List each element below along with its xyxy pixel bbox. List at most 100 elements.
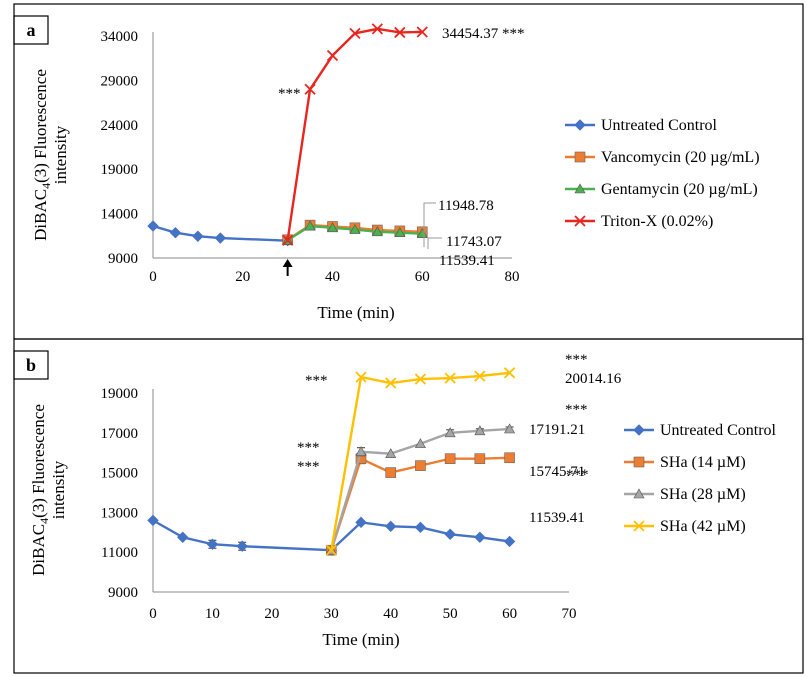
legend-marker xyxy=(633,456,645,468)
panel-b-annotation: 20014.16 xyxy=(565,371,622,387)
panel-b-x-tick-label: 20 xyxy=(264,606,279,622)
panel-a-y-tick-label: 29000 xyxy=(101,73,139,89)
panel-a-legend-item: Untreated Control xyxy=(565,117,718,134)
data-point xyxy=(325,544,337,556)
panel-a-y-tick-label: 24000 xyxy=(101,118,139,134)
data-point xyxy=(385,448,397,458)
data-point xyxy=(444,372,456,384)
legend-marker xyxy=(574,183,586,194)
panel-a-legend: Untreated Control Vancomycin (20 µg/mL) Ge… xyxy=(565,117,760,230)
panel-b-annotation: *** xyxy=(297,459,320,475)
panel-b-legend-item: SHa (14 µM) xyxy=(624,454,746,471)
panel-b-x-tick-label: 50 xyxy=(443,606,458,622)
panel-b-plot: 9000 11000 13000 15000 17000 19000 0 10 20 30 40 50… xyxy=(101,352,622,622)
panel-b-annotation: 15745.71 xyxy=(529,464,585,480)
legend-label: SHa (14 µM) xyxy=(660,454,746,471)
panel-b-x-tick-label: 40 xyxy=(383,606,398,622)
panel-a-series-1 xyxy=(147,220,294,247)
panel-b-x-tick-label: 30 xyxy=(324,606,339,622)
panel-b-legend-item: Untreated Control xyxy=(624,422,777,439)
panel-a-annotation: 11948.78 xyxy=(438,198,494,214)
panel-b-legend-item: SHa (28 µM) xyxy=(624,486,746,503)
data-point xyxy=(414,521,427,534)
panel-b-x-tick-label: 0 xyxy=(149,606,157,622)
panel-a-ylabel: DiBAC4(3) Fluorescence intensity xyxy=(31,69,70,241)
panel-a-x-tick-label: 20 xyxy=(235,269,250,285)
data-point xyxy=(304,83,316,95)
panel-b-frame xyxy=(13,338,804,674)
panel-b-ylabel: DiBAC4(3) Fluorescence intensity xyxy=(29,404,68,576)
data-point xyxy=(504,452,515,464)
panel-a-letter: a xyxy=(27,20,36,40)
panel-b-letter-box xyxy=(13,350,49,380)
data-point xyxy=(214,232,227,244)
data-point xyxy=(503,367,516,379)
panel-a-series-4 xyxy=(281,23,428,246)
data-point xyxy=(326,49,339,62)
legend-marker xyxy=(574,215,586,227)
data-point xyxy=(147,220,159,232)
data-point xyxy=(169,226,182,239)
data-point xyxy=(474,453,486,464)
data-point xyxy=(304,220,316,231)
panel-a-series-3 xyxy=(282,220,428,245)
data-point xyxy=(414,438,426,449)
data-point xyxy=(385,377,397,389)
panel-a-ylabel-line1: DiBAC4(3) Fluorescence xyxy=(31,69,53,241)
panel-b-legend: Untreated Control SHa (14 µM) SHa (28 µM) S… xyxy=(624,422,777,535)
legend-label: Vancomycin (20 µg/mL) xyxy=(601,149,760,166)
legend-label: Gentamycin (20 µg/mL) xyxy=(601,181,758,198)
panel-a-y-tick-label: 14000 xyxy=(101,207,139,223)
panel-a-annotation: 11539.41 xyxy=(439,253,495,269)
data-point xyxy=(355,446,367,457)
panel-a-annotation: *** xyxy=(278,86,301,102)
data-point xyxy=(236,540,248,552)
panel-b-xlabel: Time (min) xyxy=(322,630,399,649)
data-point xyxy=(474,370,486,382)
panel-b-annotation: *** xyxy=(305,373,328,389)
data-point xyxy=(206,538,219,550)
data-point xyxy=(326,222,339,233)
data-point xyxy=(394,26,406,39)
panel-b-letter: b xyxy=(26,355,36,375)
data-point xyxy=(371,226,383,237)
legend-marker xyxy=(633,520,645,532)
panel-b-ylabel-line1: DiBAC4(3) Fluorescence xyxy=(29,404,51,576)
data-point xyxy=(349,223,361,234)
legend-label: SHa (42 µM) xyxy=(660,518,746,535)
panel-a-y-tick-label: 19000 xyxy=(101,162,139,178)
panel-b-annotation: *** xyxy=(565,402,588,418)
panel-b-y-tick-label: 11000 xyxy=(101,545,138,561)
data-point xyxy=(414,373,427,385)
panel-b-x-tick-label: 60 xyxy=(502,606,517,622)
panel-b-annotation: 11539.41 xyxy=(529,510,585,526)
data-point xyxy=(349,27,361,39)
panel-a-plot: 9000 14000 19000 24000 29000 34000 0 20 40 60 80 34… xyxy=(101,23,525,285)
panel-a-y-tick-label: 9000 xyxy=(108,251,138,267)
panel-a-label-leaders xyxy=(423,202,442,249)
panel-b-y-tick-label: 13000 xyxy=(101,505,139,521)
data-point xyxy=(444,453,456,464)
panel-b-y-tick-label: 17000 xyxy=(101,426,139,442)
panel-a-ylabel-line2: intensity xyxy=(51,125,70,184)
legend-label: SHa (28 µM) xyxy=(660,486,746,503)
panel-a-legend-item: Vancomycin (20 µg/mL) xyxy=(565,149,760,166)
panel-b-annotation: *** xyxy=(566,467,589,483)
panel-a-annotation: 34454.37 *** xyxy=(442,26,525,42)
panel-b-series-4 xyxy=(325,367,516,556)
panel-b-y-tick-label: 19000 xyxy=(101,386,139,402)
panel-a-annotation: 11743.07 xyxy=(446,234,502,250)
data-point xyxy=(416,228,428,238)
data-point xyxy=(416,26,428,38)
panel-b-y-tick-label: 15000 xyxy=(101,466,139,482)
legend-marker xyxy=(633,488,645,499)
legend-marker xyxy=(574,151,586,163)
panel-a-x-tick-label: 80 xyxy=(505,269,520,285)
panel-b-annotation: *** xyxy=(565,352,588,368)
panel-b-series-3 xyxy=(325,423,516,555)
legend-label: Triton-X (0.02%) xyxy=(601,213,713,230)
legend-marker xyxy=(574,119,586,131)
panel-b-y-tick-label: 9000 xyxy=(108,585,138,601)
data-point xyxy=(385,467,397,478)
